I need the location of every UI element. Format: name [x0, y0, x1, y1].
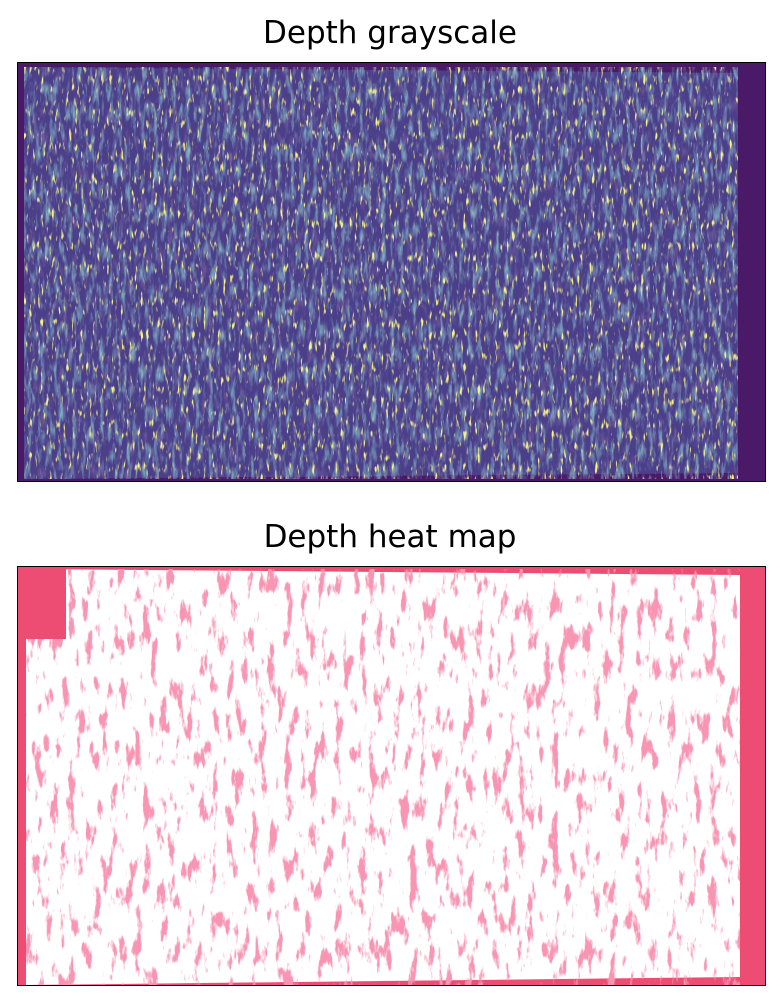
- depth-heatmap-image: [17, 566, 766, 986]
- depth-grayscale-image: [17, 62, 766, 482]
- heatmap-texture: [26, 569, 740, 985]
- depth-heatmap-canvas: [18, 567, 765, 985]
- panel-title-heatmap: Depth heat map: [263, 519, 517, 555]
- heatmap-corner-block: [26, 569, 66, 639]
- panel-title-grayscale: Depth grayscale: [263, 15, 517, 51]
- depth-highlight-texture: [24, 67, 738, 479]
- depth-grayscale-canvas: [18, 63, 765, 481]
